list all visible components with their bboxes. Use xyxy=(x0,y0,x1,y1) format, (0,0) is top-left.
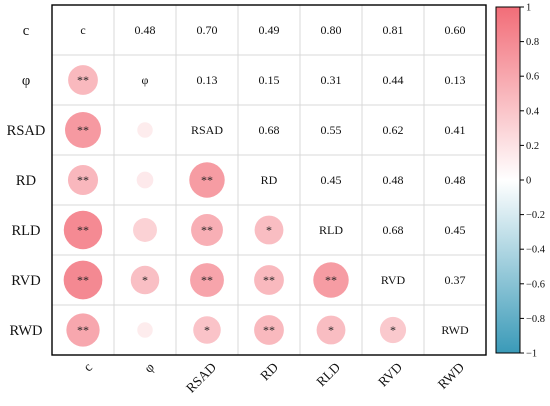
column-label-c: c xyxy=(80,360,95,375)
diagonal-label-rvd: RVD xyxy=(381,273,406,287)
significance-marker: ** xyxy=(77,323,89,337)
column-labels: c φ RSAD RD RLD RVD RWD xyxy=(80,359,467,395)
colorbar-tick-label: 0.6 xyxy=(526,72,539,83)
row-label-rd: RD xyxy=(16,173,36,189)
significance-marker: ** xyxy=(201,173,213,187)
coefficient-label: 0.68 xyxy=(383,223,404,237)
correlation-circle xyxy=(130,265,160,295)
coefficient-label: 0.45 xyxy=(321,173,342,187)
colorbar-tick-label: −0.6 xyxy=(526,279,545,290)
correlation-circle xyxy=(254,315,284,345)
colorbar-tick-label: 0.4 xyxy=(526,106,540,117)
coefficient-label: 0.48 xyxy=(445,173,466,187)
significance-marker: ** xyxy=(77,73,89,87)
colorbar-tick-label: −1 xyxy=(526,349,537,360)
significance-marker: * xyxy=(142,273,148,287)
column-label-rld: RLD xyxy=(313,359,343,389)
colorbar-tick-label: 1 xyxy=(526,3,531,14)
coefficient-label: 0.44 xyxy=(383,73,404,87)
column-label-phi: φ xyxy=(141,359,157,375)
significance-marker: * xyxy=(328,323,334,337)
row-label-rvd: RVD xyxy=(11,273,40,289)
significance-marker: ** xyxy=(77,123,89,137)
colorbar-tick-label: 0.8 xyxy=(526,37,539,48)
correlation-circle xyxy=(189,162,225,198)
column-label-rvd: RVD xyxy=(375,359,405,389)
row-labels: c φ RSAD RD RLD RVD RWD xyxy=(7,23,46,339)
coefficient-label: 0.13 xyxy=(197,73,218,87)
colorbar-tick-label: 0 xyxy=(526,176,531,187)
row-label-rwd: RWD xyxy=(9,323,42,339)
correlation-circle xyxy=(67,164,99,196)
correlation-circle xyxy=(65,112,101,148)
significance-marker: ** xyxy=(201,223,213,237)
significance-marker: ** xyxy=(77,173,89,187)
coefficient-label: 0.13 xyxy=(445,73,466,87)
correlation-circle xyxy=(66,313,100,347)
colorbar-gradient xyxy=(495,6,521,354)
correlation-circle xyxy=(379,316,407,344)
correlation-circle xyxy=(136,171,154,189)
coefficient-label: 0.37 xyxy=(445,273,466,287)
matrix-grid xyxy=(52,5,486,355)
coefficient-label: 0.48 xyxy=(135,23,156,37)
diagonal-label-c: c xyxy=(80,23,85,37)
colorbar-tick-label: 0.2 xyxy=(526,141,539,152)
coefficient-label: 0.80 xyxy=(321,23,342,37)
colorbar: 1 0.8 0.6 0.4 0.2 0 −0.2 −0.4 −0.6 −0.8 −1 xyxy=(495,3,546,360)
correlation-circle xyxy=(190,263,224,297)
correlation-circle xyxy=(316,315,346,345)
row-label-rld: RLD xyxy=(12,223,41,239)
significance-marker: ** xyxy=(201,273,213,287)
coefficient-label: 0.49 xyxy=(259,23,280,37)
significance-marker: * xyxy=(204,323,210,337)
coefficient-label: 0.81 xyxy=(383,23,404,37)
correlation-circle xyxy=(254,265,284,295)
diagonal-label-rwd: RWD xyxy=(441,323,469,337)
row-label-phi: φ xyxy=(22,73,30,89)
significance-marker: ** xyxy=(263,273,275,287)
row-label-rsad: RSAD xyxy=(7,123,46,139)
column-label-rsad: RSAD xyxy=(183,359,219,395)
significance-marker: ** xyxy=(77,273,89,287)
coefficient-label: 0.45 xyxy=(445,223,466,237)
correlation-circle xyxy=(191,214,223,246)
correlation-circle xyxy=(63,260,103,300)
coefficient-label: 0.70 xyxy=(197,23,218,37)
correlation-circle xyxy=(137,322,153,338)
correlation-circle xyxy=(133,218,157,242)
significance-marker: * xyxy=(390,323,396,337)
coefficient-label: 0.55 xyxy=(321,123,342,137)
correlation-circle xyxy=(63,210,103,250)
coefficient-label: 0.31 xyxy=(321,73,342,87)
correlation-circle xyxy=(68,65,98,95)
coefficient-label: 0.15 xyxy=(259,73,280,87)
correlation-circle xyxy=(313,262,349,298)
significance-marker: ** xyxy=(325,273,337,287)
diagonal-label-rsad: RSAD xyxy=(191,123,223,137)
correlation-circle xyxy=(137,122,153,138)
significance-marker: ** xyxy=(77,223,89,237)
matrix-frame xyxy=(51,4,487,356)
colorbar-tick-label: −0.4 xyxy=(526,245,546,256)
significance-marker: * xyxy=(266,223,272,237)
coefficient-label: 0.68 xyxy=(259,123,280,137)
column-label-rd: RD xyxy=(257,359,281,383)
column-label-rwd: RWD xyxy=(435,359,468,392)
coefficient-label: 0.60 xyxy=(445,23,466,37)
colorbar-tick-label: −0.8 xyxy=(526,314,545,325)
diagonal-label-phi: φ xyxy=(142,73,149,87)
correlation-circle xyxy=(254,215,284,245)
coefficient-label: 0.41 xyxy=(445,123,466,137)
correlation-circle xyxy=(193,316,221,344)
matrix-cells: c 0.48 0.70 0.49 0.80 0.81 0.60** φ 0.13 0.15 0.31… xyxy=(63,23,469,347)
coefficient-label: 0.62 xyxy=(383,123,404,137)
diagonal-label-rld: RLD xyxy=(319,223,343,237)
colorbar-tick-label: −0.2 xyxy=(526,210,545,221)
significance-marker: ** xyxy=(263,323,275,337)
row-label-c: c xyxy=(23,23,29,39)
diagonal-label-rd: RD xyxy=(261,173,278,187)
coefficient-label: 0.48 xyxy=(383,173,404,187)
